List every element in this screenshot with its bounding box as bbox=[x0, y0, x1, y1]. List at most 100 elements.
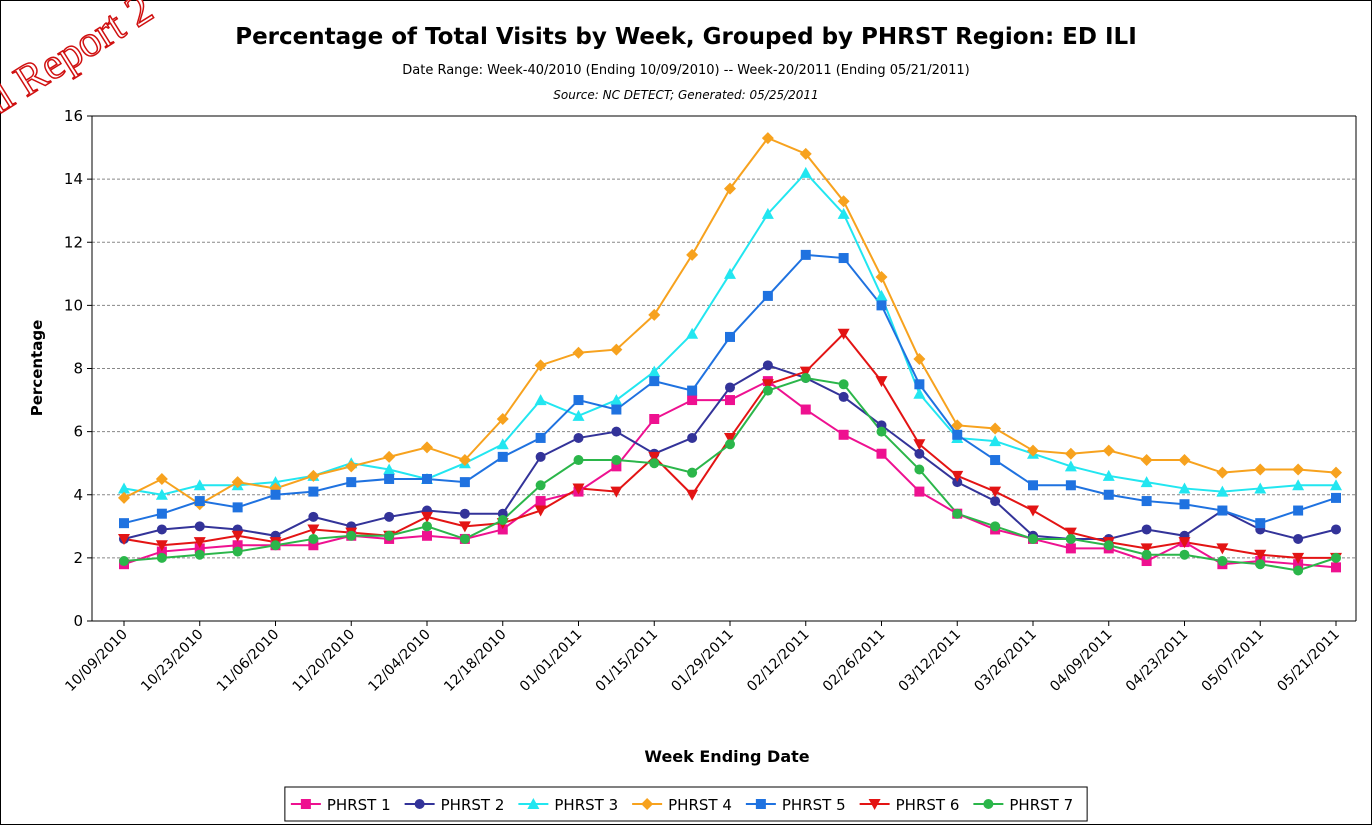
marker bbox=[1064, 460, 1077, 472]
legend-label: PHRST 7 bbox=[1009, 796, 1073, 814]
marker bbox=[1216, 466, 1229, 479]
marker bbox=[837, 328, 850, 340]
marker bbox=[649, 376, 660, 387]
marker bbox=[572, 483, 585, 495]
marker bbox=[687, 385, 698, 396]
marker bbox=[755, 799, 766, 809]
marker bbox=[868, 799, 881, 810]
marker bbox=[155, 540, 168, 552]
marker bbox=[951, 470, 964, 482]
marker bbox=[534, 505, 547, 517]
marker bbox=[914, 379, 925, 390]
marker bbox=[535, 480, 546, 491]
marker bbox=[1027, 505, 1039, 517]
marker bbox=[611, 426, 622, 437]
marker bbox=[346, 477, 357, 488]
marker bbox=[951, 419, 964, 432]
marker bbox=[300, 799, 311, 809]
marker bbox=[1216, 485, 1229, 497]
marker bbox=[876, 300, 887, 311]
marker bbox=[155, 488, 168, 500]
marker bbox=[1064, 527, 1077, 539]
marker bbox=[610, 343, 623, 356]
marker bbox=[983, 799, 994, 809]
y-tick-label: 14 bbox=[64, 170, 83, 188]
marker bbox=[837, 195, 850, 208]
marker bbox=[914, 448, 925, 459]
marker bbox=[875, 270, 888, 283]
marker bbox=[119, 518, 129, 529]
marker bbox=[838, 379, 849, 390]
marker bbox=[1217, 556, 1228, 567]
marker bbox=[800, 249, 811, 260]
marker bbox=[800, 404, 811, 415]
marker bbox=[384, 530, 395, 541]
marker bbox=[119, 556, 129, 567]
marker bbox=[649, 458, 660, 469]
marker bbox=[1065, 480, 1076, 491]
marker bbox=[1028, 480, 1038, 491]
marker bbox=[193, 537, 206, 549]
marker bbox=[799, 366, 812, 378]
marker bbox=[838, 429, 849, 440]
y-tick-label: 2 bbox=[73, 549, 83, 567]
marker bbox=[1178, 454, 1191, 467]
marker bbox=[308, 486, 319, 497]
marker bbox=[687, 432, 698, 443]
marker bbox=[496, 413, 509, 425]
marker bbox=[534, 359, 547, 372]
marker bbox=[496, 438, 509, 450]
marker bbox=[383, 450, 396, 463]
marker bbox=[686, 327, 699, 339]
marker bbox=[422, 530, 432, 541]
marker bbox=[1141, 496, 1152, 507]
marker bbox=[193, 479, 206, 491]
marker bbox=[270, 489, 281, 500]
legend-label: PHRST 6 bbox=[896, 796, 960, 814]
legend: PHRST 1 PHRST 2 PHRST 3 PHRST 4 PHRST 5 PHRST… bbox=[284, 786, 1088, 822]
marker bbox=[308, 540, 319, 551]
marker bbox=[231, 530, 244, 542]
marker bbox=[422, 473, 432, 484]
marker bbox=[649, 414, 660, 424]
legend-label: PHRST 5 bbox=[782, 796, 846, 814]
marker bbox=[497, 515, 508, 525]
marker bbox=[611, 455, 622, 466]
marker bbox=[687, 395, 698, 406]
y-tick-label: 6 bbox=[73, 423, 83, 441]
marker bbox=[686, 489, 699, 501]
marker bbox=[648, 451, 661, 463]
marker bbox=[1254, 482, 1267, 494]
marker bbox=[989, 486, 1002, 498]
marker bbox=[990, 455, 1001, 466]
marker bbox=[458, 454, 471, 467]
marker bbox=[421, 441, 433, 454]
marker bbox=[422, 521, 432, 532]
y-tick-label: 12 bbox=[64, 233, 83, 251]
marker bbox=[1292, 552, 1305, 564]
marker bbox=[799, 166, 812, 178]
legend-label: PHRST 3 bbox=[554, 796, 618, 814]
marker bbox=[1140, 454, 1153, 467]
marker bbox=[724, 182, 736, 195]
marker bbox=[648, 308, 661, 321]
legend-label: PHRST 4 bbox=[668, 796, 732, 814]
marker bbox=[875, 376, 888, 388]
marker bbox=[573, 455, 584, 466]
marker bbox=[1141, 549, 1152, 560]
marker bbox=[762, 290, 773, 301]
legend-item: PHRST 3 bbox=[518, 796, 618, 814]
marker bbox=[762, 360, 773, 371]
marker bbox=[1179, 549, 1190, 560]
marker bbox=[952, 508, 963, 519]
chart-subtitle: Date Range: Week-40/2010 (Ending 10/09/2… bbox=[402, 63, 969, 78]
marker bbox=[799, 147, 812, 160]
marker bbox=[118, 482, 130, 494]
marker bbox=[1293, 565, 1304, 576]
y-tick-label: 0 bbox=[73, 612, 83, 630]
marker bbox=[1217, 505, 1228, 516]
marker bbox=[231, 476, 244, 489]
marker bbox=[118, 533, 130, 545]
y-tick-label: 8 bbox=[73, 360, 83, 378]
marker bbox=[1103, 489, 1114, 500]
